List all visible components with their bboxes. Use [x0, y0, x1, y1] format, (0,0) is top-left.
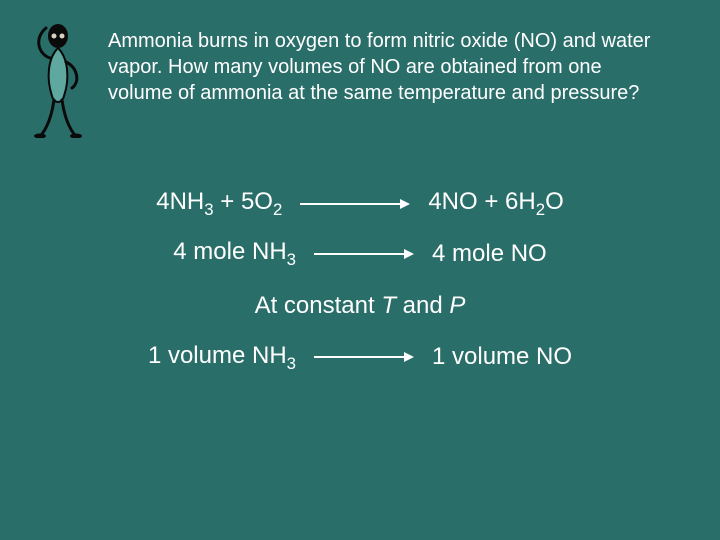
arrow-icon	[314, 350, 414, 364]
condition-prefix: At constant	[255, 292, 382, 319]
thinking-figure-icon	[28, 18, 88, 138]
volume-relation: 1 volume NH3 1 volume NO	[0, 342, 720, 374]
condition-var1: T	[381, 292, 396, 319]
arrow-icon	[314, 247, 414, 261]
chemical-equation: 4NH3 + 5O2 4NO + 6H2O	[0, 188, 720, 220]
mole-rhs: 4 mole NO	[432, 240, 547, 268]
mole-lhs: 4 mole NH3	[173, 238, 296, 270]
arrow-icon	[300, 197, 410, 211]
equation-lhs: 4NH3 + 5O2	[156, 188, 282, 220]
mole-relation: 4 mole NH3 4 mole NO	[0, 238, 720, 270]
equation-rhs: 4NO + 6H2O	[428, 188, 563, 220]
condition-var2: P	[449, 292, 465, 319]
condition-mid: and	[396, 292, 449, 319]
volume-rhs: 1 volume NO	[432, 343, 572, 371]
volume-lhs: 1 volume NH3	[148, 342, 296, 374]
question-text: Ammonia burns in oxygen to form nitric o…	[108, 28, 668, 106]
condition-statement: At constant T and P	[0, 292, 720, 320]
content-area: 4NH3 + 5O2 4NO + 6H2O 4 mole NH3 4 mole …	[0, 170, 720, 391]
